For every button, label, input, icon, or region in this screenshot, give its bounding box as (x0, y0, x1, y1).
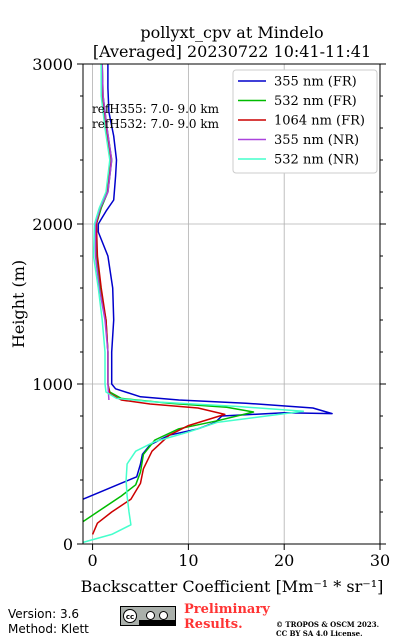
license-line1: © TROPOS & OSCM 2023. (276, 620, 380, 629)
method-text: Method: Klett (8, 622, 89, 636)
y-axis-label: Height (m) (9, 260, 28, 348)
preliminary-line2: Results. (184, 617, 243, 632)
series-line (82, 63, 255, 523)
preliminary-notice: Preliminary Results. (184, 602, 270, 632)
version-info: Version: 3.6 Method: Klett (8, 607, 89, 637)
legend-label: 355 nm (FR) (274, 75, 357, 90)
legend-label: 1064 nm (FR) (274, 114, 365, 129)
license-line2: CC BY SA 4.0 License. (276, 629, 363, 638)
x-tick-label: 20 (274, 551, 294, 570)
legend-label: 532 nm (NR) (274, 153, 359, 168)
y-tick-label: 3000 (32, 55, 73, 74)
y-tick-label: 1000 (32, 375, 73, 394)
y-tick-label: 2000 (32, 215, 73, 234)
legend-box (232, 69, 378, 174)
ref-height-355: refH355: 7.0- 9.0 km (92, 102, 220, 116)
series-line (82, 64, 305, 544)
x-tick-label: 30 (370, 551, 390, 570)
license-notice: © TROPOS & OSCM 2023. CC BY SA 4.0 Licen… (276, 620, 379, 638)
plot-frame (82, 63, 381, 545)
y-tick-label: 0 (63, 535, 73, 554)
x-tick-label: 10 (178, 551, 198, 570)
legend: 355 nm (FR) 532 nm (FR) 1064 nm (FR) 355 nm… (232, 69, 378, 174)
cc-license-logo: cc (120, 606, 176, 626)
series-line (82, 64, 333, 500)
x-tick-label: 0 (87, 551, 97, 570)
ref-height-532: refH532: 7.0- 9.0 km (92, 117, 220, 131)
tick-labels: 0 10 20 30 0 1000 2000 3000 (32, 55, 390, 570)
chart-title-line2: [Averaged] 20230722 10:41-11:41 (93, 42, 371, 61)
legend-label: 355 nm (NR) (274, 133, 359, 148)
series-line (94, 63, 113, 401)
series-lines (82, 63, 333, 544)
x-axis-label: Backscatter Coefficient [Mm⁻¹ * sr⁻¹] (81, 577, 384, 596)
version-text: Version: 3.6 (8, 607, 80, 621)
chart-title-line1: pollyxt_cpv at Mindelo (140, 23, 323, 42)
legend-label: 532 nm (FR) (274, 94, 357, 109)
preliminary-line1: Preliminary (184, 602, 270, 617)
